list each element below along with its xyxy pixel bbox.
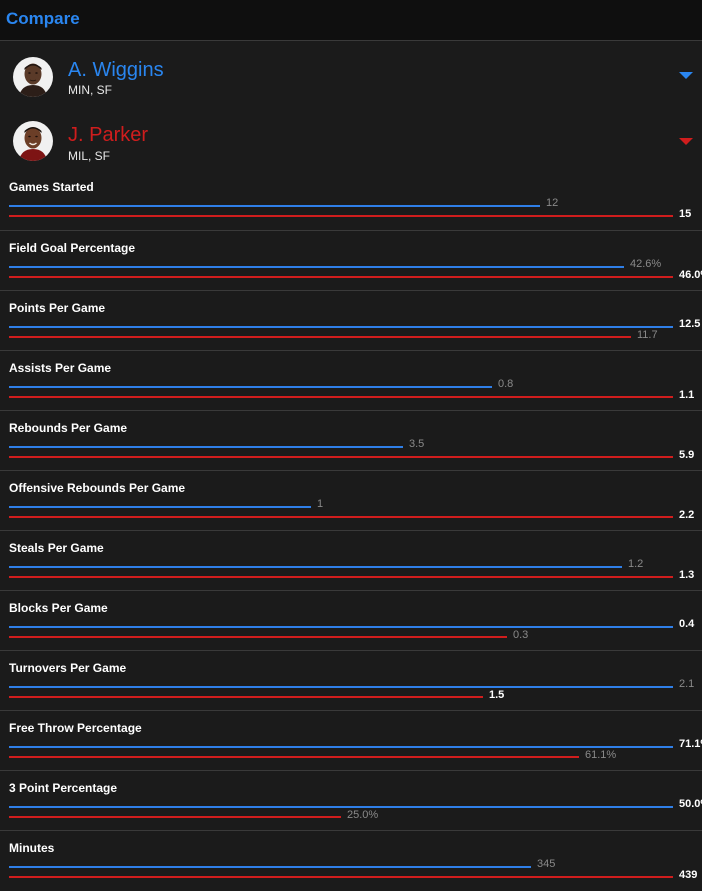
value-player2: 5.9 bbox=[679, 449, 695, 461]
value-player1: 71.1% bbox=[679, 738, 702, 750]
value-player1: 12 bbox=[546, 197, 559, 209]
nav-header: Compare bbox=[0, 0, 702, 41]
stat-label: Games Started bbox=[9, 180, 94, 194]
value-player1: 0.4 bbox=[679, 618, 695, 630]
stat-label: Field Goal Percentage bbox=[9, 241, 136, 255]
player-row-parker[interactable]: J. Parker MIL, SF bbox=[0, 110, 702, 172]
stat-label: Points Per Game bbox=[9, 301, 106, 315]
player-name: A. Wiggins bbox=[68, 59, 164, 81]
player-photo-icon bbox=[19, 63, 47, 97]
value-player1: 345 bbox=[537, 858, 556, 870]
bar-player1 bbox=[9, 746, 673, 748]
stat-row: Minutes 345 439 bbox=[0, 830, 702, 891]
value-player2: 46.0% bbox=[679, 269, 702, 281]
stat-row: Blocks Per Game 0.4 0.3 bbox=[0, 590, 702, 651]
bar-player1 bbox=[9, 806, 673, 808]
bar-player1 bbox=[9, 566, 622, 568]
value-player2: 11.7 bbox=[637, 329, 658, 341]
stat-label: Rebounds Per Game bbox=[9, 421, 128, 435]
bar-player2 bbox=[9, 336, 631, 338]
chevron-down-icon[interactable] bbox=[679, 138, 693, 145]
stat-label: Steals Per Game bbox=[9, 541, 104, 555]
stat-row: Field Goal Percentage 42.6% 46.0% bbox=[0, 230, 702, 291]
stat-label: Minutes bbox=[9, 841, 55, 855]
player-row-wiggins[interactable]: A. Wiggins MIN, SF bbox=[0, 48, 702, 110]
stat-label: Offensive Rebounds Per Game bbox=[9, 481, 186, 495]
value-player2: 25.0% bbox=[347, 809, 379, 821]
stat-row: 3 Point Percentage 50.0% 25.0% bbox=[0, 770, 702, 831]
stat-label: Assists Per Game bbox=[9, 361, 112, 375]
chevron-down-icon[interactable] bbox=[679, 72, 693, 79]
bar-player2 bbox=[9, 276, 673, 278]
value-player2: 1.3 bbox=[679, 569, 695, 581]
value-player2: 439 bbox=[679, 869, 698, 881]
value-player1: 42.6% bbox=[630, 258, 662, 270]
bar-player1 bbox=[9, 866, 531, 868]
value-player2: 15 bbox=[679, 208, 692, 220]
bar-player2 bbox=[9, 396, 673, 398]
player-name: J. Parker bbox=[68, 124, 149, 146]
bar-player1 bbox=[9, 626, 673, 628]
bar-player2 bbox=[9, 696, 483, 698]
bar-player2 bbox=[9, 215, 673, 217]
bar-player1 bbox=[9, 266, 624, 268]
stat-label: 3 Point Percentage bbox=[9, 781, 118, 795]
value-player1: 2.1 bbox=[679, 678, 695, 690]
stat-row: Rebounds Per Game 3.5 5.9 bbox=[0, 410, 702, 471]
value-player2: 1.1 bbox=[679, 389, 695, 401]
compare-title[interactable]: Compare bbox=[6, 9, 80, 28]
bar-player2 bbox=[9, 576, 673, 578]
stat-row: Points Per Game 12.5 11.7 bbox=[0, 290, 702, 351]
bar-player1 bbox=[9, 686, 673, 688]
stat-row: Assists Per Game 0.8 1.1 bbox=[0, 350, 702, 411]
value-player1: 1 bbox=[317, 498, 324, 510]
stat-row: Offensive Rebounds Per Game 1 2.2 bbox=[0, 470, 702, 531]
bar-player2 bbox=[9, 756, 579, 758]
value-player1: 0.8 bbox=[498, 378, 514, 390]
player-team: MIL, SF bbox=[68, 149, 111, 163]
player-team: MIN, SF bbox=[68, 83, 112, 97]
value-player1: 50.0% bbox=[679, 798, 702, 810]
value-player2: 1.5 bbox=[489, 689, 505, 701]
stat-row: Free Throw Percentage 71.1% 61.1% bbox=[0, 710, 702, 771]
bar-player2 bbox=[9, 516, 673, 518]
bar-player2 bbox=[9, 816, 341, 818]
bar-player1 bbox=[9, 446, 403, 448]
avatar bbox=[13, 121, 53, 161]
bar-player1 bbox=[9, 506, 311, 508]
stat-row: Steals Per Game 1.2 1.3 bbox=[0, 530, 702, 591]
stat-row: Turnovers Per Game 2.1 1.5 bbox=[0, 650, 702, 711]
bar-player1 bbox=[9, 326, 673, 328]
bar-player2 bbox=[9, 876, 673, 878]
value-player1: 12.5 bbox=[679, 318, 701, 330]
value-player2: 61.1% bbox=[585, 749, 617, 761]
value-player2: 0.3 bbox=[513, 629, 529, 641]
value-player2: 2.2 bbox=[679, 509, 695, 521]
stat-label: Blocks Per Game bbox=[9, 601, 108, 615]
stat-label: Free Throw Percentage bbox=[9, 721, 142, 735]
bar-player1 bbox=[9, 205, 540, 207]
stat-label: Turnovers Per Game bbox=[9, 661, 127, 675]
value-player1: 1.2 bbox=[628, 558, 644, 570]
stat-row: Games Started 12 15 bbox=[0, 170, 702, 230]
bar-player1 bbox=[9, 386, 492, 388]
player-photo-icon bbox=[19, 127, 47, 161]
value-player1: 3.5 bbox=[409, 438, 425, 450]
bar-player2 bbox=[9, 456, 673, 458]
avatar bbox=[13, 57, 53, 97]
bar-player2 bbox=[9, 636, 507, 638]
